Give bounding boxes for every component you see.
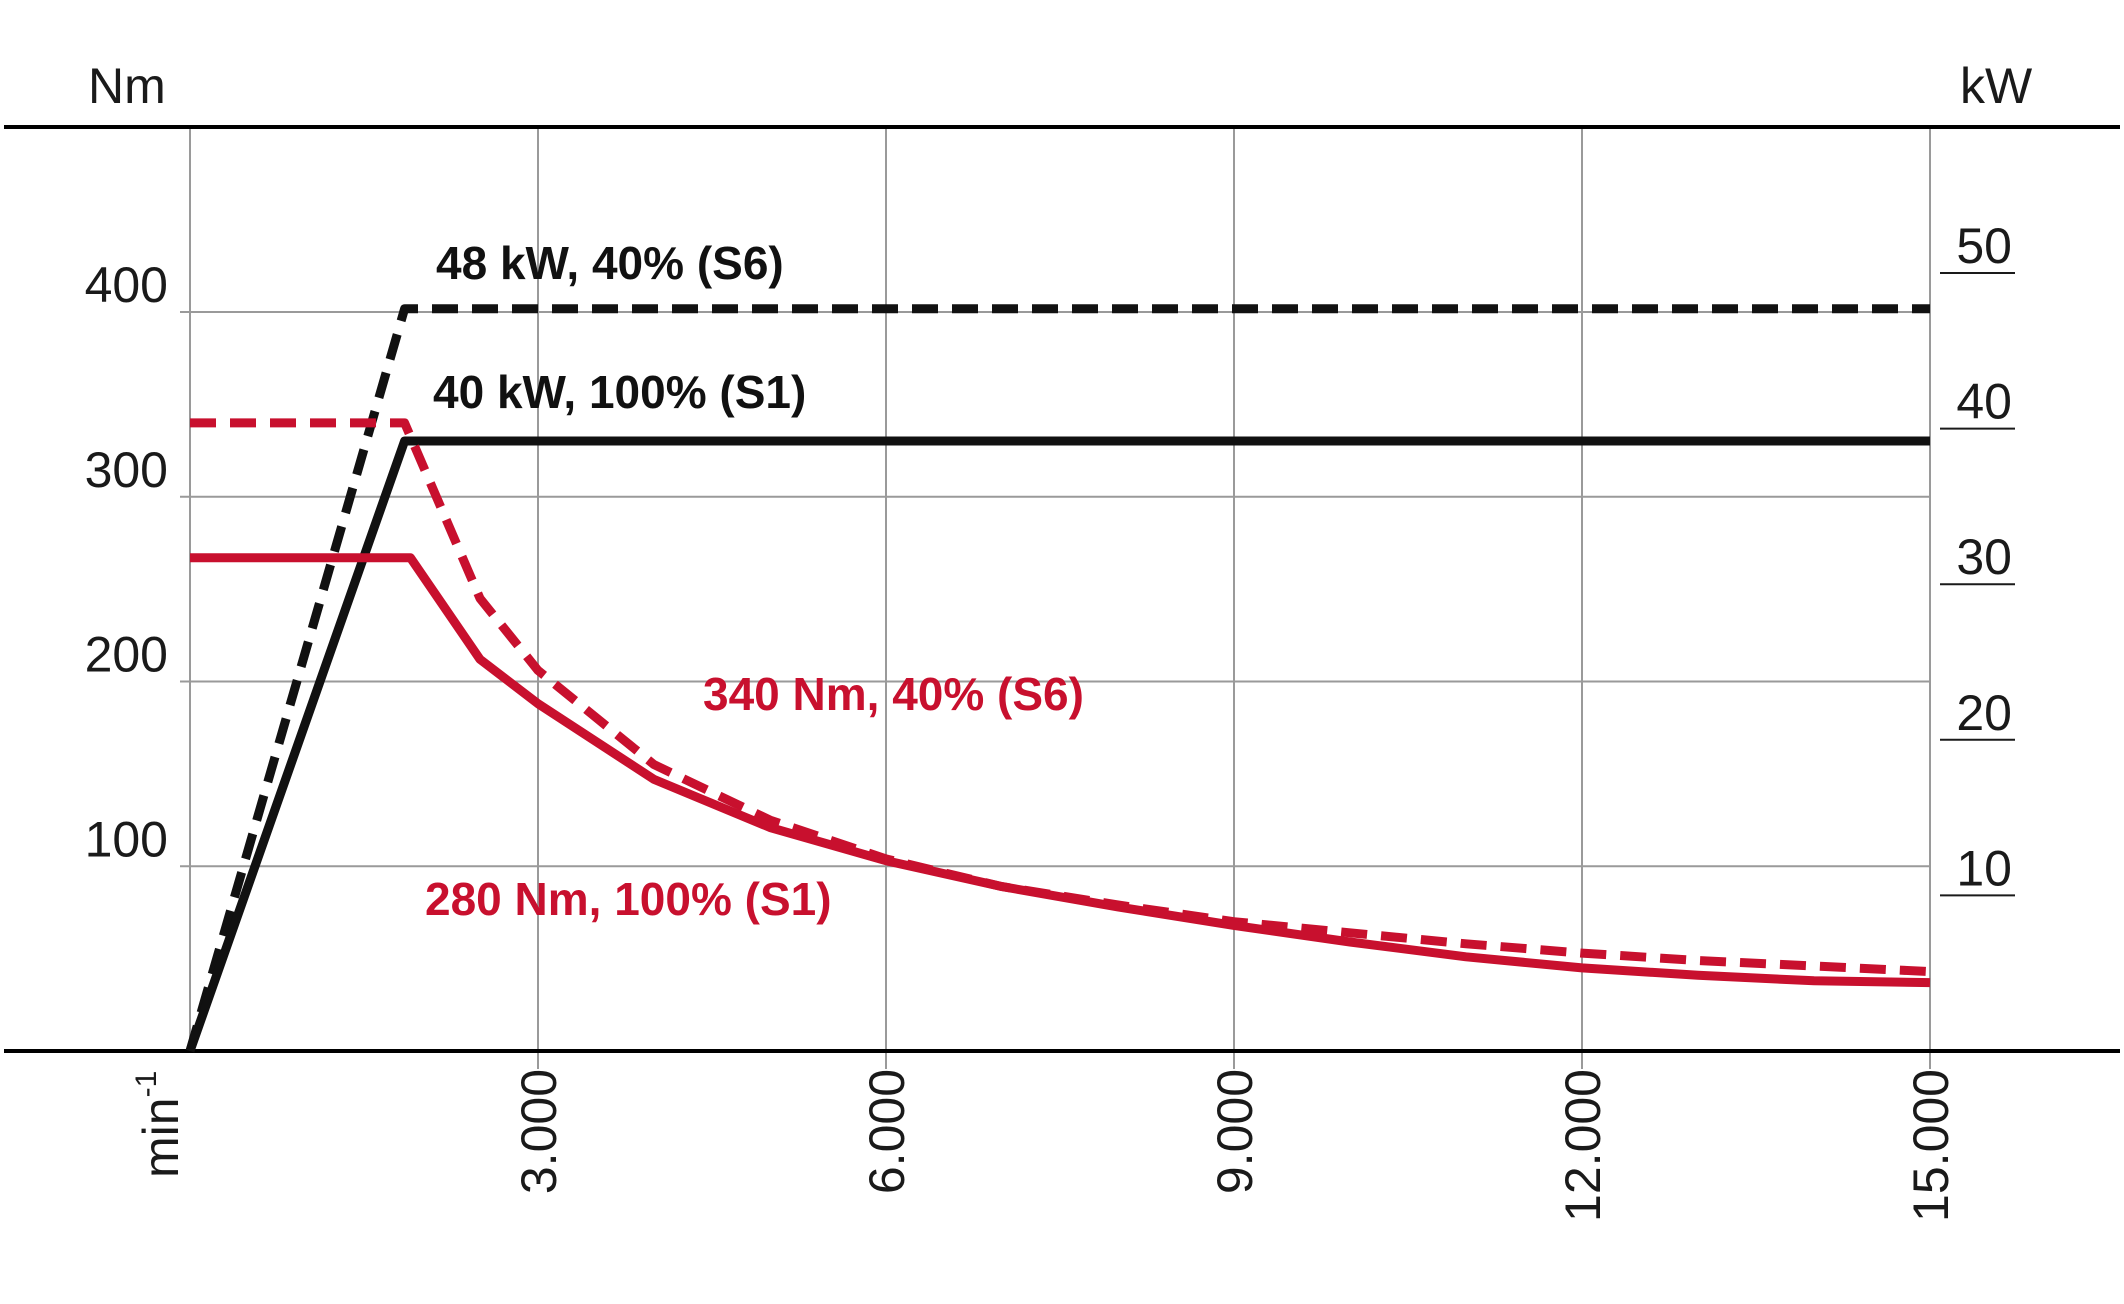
annotation-280nm-s1: 280 Nm, 100% (S1) [425,873,832,925]
y-left-tick-label: 200 [85,627,168,683]
x-tick-label: 15.000 [1903,1069,1959,1222]
annotation-40kw-s1: 40 kW, 100% (S1) [433,366,806,418]
x-tick-label: 3.000 [511,1069,567,1194]
left-axis-unit: Nm [88,58,166,114]
x-axis-unit: min-1 [130,1071,189,1178]
y-right-tick-label: 40 [1956,374,2012,430]
tick-labels: 100 200 300 400 10 20 30 40 50 3.000 6.000 9.000 12.… [85,218,2015,1222]
x-tick-label: 6.000 [859,1069,915,1194]
y-right-tick-label: 30 [1956,529,2012,585]
x-axis-unit-text: min-1 [130,1071,189,1178]
series-line-2 [185,436,1930,1053]
x-tick-label: 9.000 [1207,1069,1263,1194]
chart-frame [4,125,2120,1053]
series-line-3 [190,418,1931,977]
y-right-tick-label: 20 [1956,685,2012,741]
annotation-340nm-s6: 340 Nm, 40% (S6) [703,668,1084,720]
series-line-4 [190,553,1931,988]
y-left-tick-label: 100 [85,811,168,867]
x-axis-unit-base: min [133,1097,189,1178]
y-left-tick-label: 400 [85,257,168,313]
series-group [185,304,1931,1053]
x-tick-label-group: 12.000 [1555,1069,1611,1222]
y-right-tick-label: 10 [1956,840,2012,896]
x-tick-label-group: 9.000 [1207,1069,1263,1194]
x-axis-unit-sup: -1 [130,1071,163,1098]
x-tick-label-group: 6.000 [859,1069,915,1194]
x-tick-label-group: 3.000 [511,1069,567,1194]
y-left-tick-label: 300 [85,442,168,498]
y-right-tick-label: 50 [1956,218,2012,274]
x-tick-label-group: 15.000 [1903,1069,1959,1222]
right-axis-unit: kW [1960,58,2033,114]
annotation-48kw-s6: 48 kW, 40% (S6) [436,237,784,289]
series-line-1 [185,304,1930,1053]
x-tick-label: 12.000 [1555,1069,1611,1222]
